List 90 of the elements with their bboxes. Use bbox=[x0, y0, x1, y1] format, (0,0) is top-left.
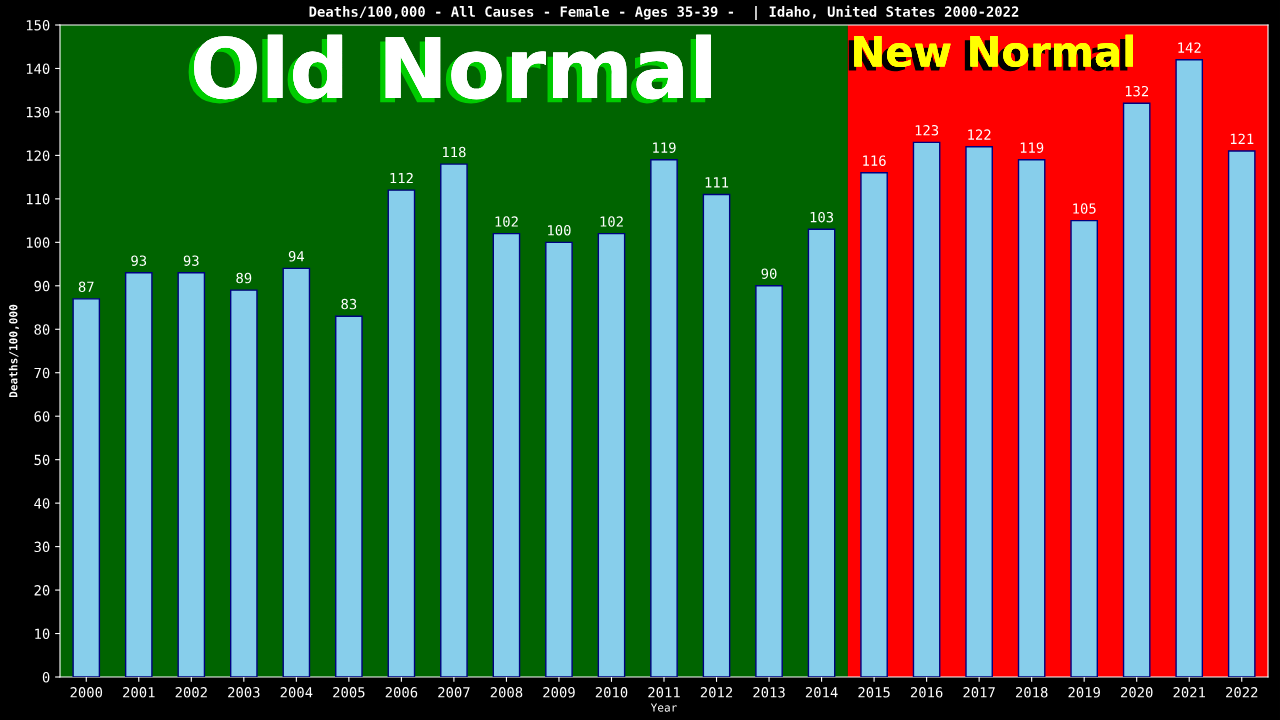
x-tick-label: 2018 bbox=[1015, 687, 1048, 698]
y-tick-label: 0 bbox=[42, 672, 50, 683]
data-label: 118 bbox=[443, 146, 466, 158]
bar bbox=[912, 141, 941, 677]
y-tick-label: 50 bbox=[34, 454, 50, 466]
x-tick-label: 2005 bbox=[333, 687, 365, 698]
bar bbox=[492, 232, 521, 677]
data-label: 121 bbox=[1230, 133, 1254, 144]
data-label: 112 bbox=[390, 172, 413, 184]
data-label: 87 bbox=[78, 281, 94, 292]
y-tick-label: 100 bbox=[26, 237, 50, 248]
bar bbox=[177, 272, 206, 677]
bar bbox=[807, 228, 836, 677]
y-tick-label: 60 bbox=[34, 411, 50, 422]
bar bbox=[1070, 219, 1098, 677]
data-label: 93 bbox=[131, 255, 147, 266]
data-label: 102 bbox=[495, 216, 518, 227]
bar bbox=[282, 267, 311, 677]
bar bbox=[597, 232, 626, 677]
x-tick-label: 2002 bbox=[175, 687, 207, 698]
x-tick-label: 2016 bbox=[910, 687, 943, 698]
data-label: 111 bbox=[705, 177, 729, 188]
x-tick-label: 2012 bbox=[700, 687, 733, 698]
y-tick-label: 70 bbox=[34, 367, 50, 379]
data-label: 122 bbox=[968, 129, 991, 140]
y-tick-label: 130 bbox=[26, 106, 50, 118]
data-label: 93 bbox=[183, 255, 199, 266]
x-tick-label: 2007 bbox=[438, 687, 470, 698]
band-label: Old Normal bbox=[188, 34, 711, 104]
data-label: 103 bbox=[810, 211, 834, 223]
x-tick-label: 2001 bbox=[123, 687, 155, 698]
x-tick-label: 2017 bbox=[963, 687, 995, 698]
data-label: 100 bbox=[548, 224, 571, 236]
x-tick-label: 2020 bbox=[1121, 687, 1153, 698]
bar bbox=[702, 193, 731, 677]
x-tick-label: 2013 bbox=[753, 687, 785, 698]
data-label: 90 bbox=[761, 268, 777, 279]
y-tick-label: 90 bbox=[34, 280, 50, 292]
x-tick-label: 2009 bbox=[543, 687, 575, 698]
x-tick-label: 2003 bbox=[228, 687, 260, 698]
bar bbox=[230, 289, 258, 677]
y-tick-label: 20 bbox=[34, 585, 50, 596]
x-tick-label: 2021 bbox=[1173, 687, 1205, 698]
x-tick-label: 2000 bbox=[70, 687, 103, 698]
data-label: 123 bbox=[915, 125, 939, 136]
x-axis-title: Year bbox=[650, 703, 677, 712]
bar bbox=[860, 172, 888, 677]
data-label: 83 bbox=[341, 298, 357, 310]
bar bbox=[335, 315, 363, 677]
data-label: 132 bbox=[1125, 85, 1149, 97]
bar bbox=[1122, 102, 1151, 677]
x-tick-label: 2015 bbox=[858, 687, 890, 698]
x-tick-label: 2011 bbox=[648, 687, 680, 698]
data-label: 94 bbox=[288, 251, 305, 262]
data-label: 116 bbox=[863, 155, 886, 166]
bar bbox=[440, 163, 468, 677]
y-axis-title: Deaths/100,000 bbox=[8, 304, 19, 398]
bar bbox=[124, 272, 153, 677]
bar bbox=[72, 298, 101, 677]
x-tick-label: 2014 bbox=[805, 687, 838, 698]
data-label: 119 bbox=[1020, 142, 1044, 153]
bar bbox=[965, 146, 993, 677]
x-tick-label: 2006 bbox=[385, 687, 418, 698]
bar bbox=[545, 241, 573, 677]
band-label: New Normal bbox=[848, 34, 1133, 72]
x-tick-label: 2019 bbox=[1068, 687, 1100, 698]
y-tick-label: 110 bbox=[26, 193, 50, 205]
x-tick-label: 2010 bbox=[595, 687, 628, 698]
data-label: 119 bbox=[653, 142, 676, 153]
x-tick-label: 2008 bbox=[490, 687, 523, 698]
bar bbox=[1175, 59, 1204, 677]
y-tick-label: 30 bbox=[34, 541, 50, 553]
y-tick-label: 140 bbox=[26, 63, 50, 74]
data-label: 105 bbox=[1073, 203, 1096, 214]
chart-title: Deaths/100,000 - All Causes - Female - Ages 35-39 - | Idaho, United States 2000-2022 bbox=[309, 5, 1019, 20]
y-tick-label: 80 bbox=[34, 324, 50, 335]
y-tick-label: 120 bbox=[26, 150, 50, 161]
x-tick-label: 2022 bbox=[1226, 687, 1258, 698]
data-label: 89 bbox=[236, 272, 252, 284]
y-tick-label: 150 bbox=[26, 20, 50, 31]
bar bbox=[1017, 159, 1046, 677]
bar bbox=[387, 189, 416, 677]
y-tick-label: 40 bbox=[34, 498, 50, 509]
bar bbox=[1227, 150, 1256, 677]
x-tick-label: 2004 bbox=[280, 687, 313, 698]
y-tick-label: 10 bbox=[35, 628, 50, 640]
bar bbox=[755, 285, 783, 677]
bar bbox=[650, 159, 678, 677]
data-label: 142 bbox=[1178, 42, 1201, 53]
data-label: 102 bbox=[600, 216, 623, 227]
